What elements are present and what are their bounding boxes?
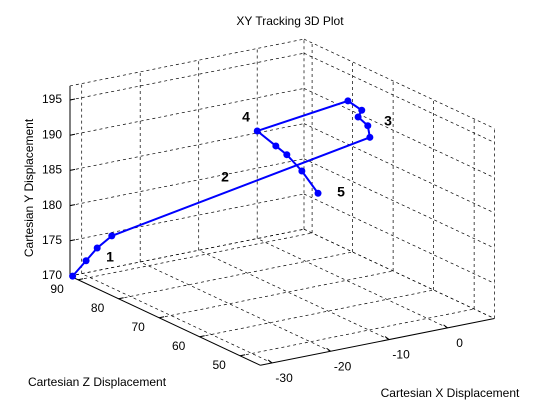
y-tick bbox=[69, 98, 76, 101]
y-tick-label: 170 bbox=[42, 268, 62, 282]
z-tick bbox=[78, 278, 84, 281]
data-point bbox=[366, 133, 374, 141]
data-point bbox=[364, 122, 372, 130]
grid-line bbox=[198, 249, 390, 340]
grid-line bbox=[69, 193, 305, 242]
y-tick-label: 190 bbox=[42, 127, 62, 141]
grid-line bbox=[69, 52, 305, 101]
grid-line bbox=[69, 228, 305, 277]
z-tick-label: 60 bbox=[172, 339, 186, 353]
y-tick-label: 195 bbox=[42, 92, 62, 106]
y-tick-label: 180 bbox=[42, 198, 62, 212]
x-axis-label: Cartesian X Displacement bbox=[381, 386, 520, 400]
z-axis bbox=[69, 275, 261, 366]
grid-line bbox=[78, 232, 313, 281]
x-axis bbox=[260, 318, 495, 366]
grid-line bbox=[69, 158, 305, 206]
y-tick bbox=[69, 204, 76, 207]
data-point bbox=[283, 151, 291, 159]
y-tick bbox=[69, 239, 76, 242]
x-tick-label: -20 bbox=[334, 359, 352, 373]
data-point bbox=[354, 113, 362, 121]
data-point bbox=[93, 244, 101, 252]
x-tick-label: -10 bbox=[392, 348, 410, 362]
grid-line bbox=[257, 238, 448, 329]
data-point bbox=[69, 272, 77, 280]
grid-line bbox=[69, 123, 305, 171]
grid-line bbox=[303, 52, 495, 143]
z-axis-label: Cartesian Z Displacement bbox=[28, 375, 167, 389]
grid-line bbox=[303, 228, 495, 319]
annotation: 2 bbox=[221, 169, 229, 185]
grid-line bbox=[159, 270, 394, 319]
chart-title: XY Tracking 3D Plot bbox=[236, 14, 344, 28]
grid-line bbox=[303, 193, 495, 284]
grid-line bbox=[199, 289, 434, 338]
grid-line bbox=[69, 88, 305, 136]
annotation: 3 bbox=[384, 113, 392, 129]
box-edge bbox=[69, 38, 305, 87]
grid-line bbox=[118, 251, 353, 300]
z-tick-label: 50 bbox=[212, 358, 226, 372]
data-point bbox=[358, 106, 366, 114]
x-tick bbox=[384, 336, 390, 340]
y-tick bbox=[69, 168, 76, 171]
y-tick bbox=[69, 133, 76, 136]
annotation: 1 bbox=[106, 249, 114, 265]
annotation: 4 bbox=[242, 109, 250, 125]
box-edge bbox=[303, 38, 495, 129]
data-point bbox=[272, 142, 280, 150]
z-tick bbox=[199, 335, 205, 338]
data-point bbox=[298, 167, 306, 175]
x-tick-label: 0 bbox=[456, 336, 463, 350]
y-tick-label: 185 bbox=[42, 163, 62, 177]
z-tick bbox=[240, 354, 246, 357]
data-point bbox=[108, 232, 116, 240]
grid-line bbox=[303, 158, 495, 249]
x-tick bbox=[443, 324, 448, 329]
data-point bbox=[253, 127, 261, 135]
x-tick bbox=[267, 359, 273, 364]
z-tick-label: 70 bbox=[131, 320, 145, 334]
grid-line bbox=[303, 88, 495, 179]
z-tick bbox=[118, 297, 124, 300]
z-tick-label: 80 bbox=[91, 301, 105, 315]
data-point bbox=[314, 189, 322, 197]
z-tick-label: 90 bbox=[50, 282, 64, 296]
x-tick-label: -30 bbox=[275, 371, 293, 385]
z-tick bbox=[159, 316, 165, 319]
grid-line bbox=[240, 308, 475, 357]
grid-line bbox=[140, 261, 331, 352]
grid-line bbox=[81, 273, 273, 364]
y-axis-label: Cartesian Y Displacement bbox=[22, 118, 36, 257]
y-tick-label: 175 bbox=[42, 233, 62, 247]
x-tick bbox=[326, 347, 331, 352]
grid-line bbox=[303, 123, 495, 214]
data-point bbox=[82, 257, 90, 265]
data-point bbox=[344, 97, 352, 105]
annotation: 5 bbox=[337, 184, 345, 200]
